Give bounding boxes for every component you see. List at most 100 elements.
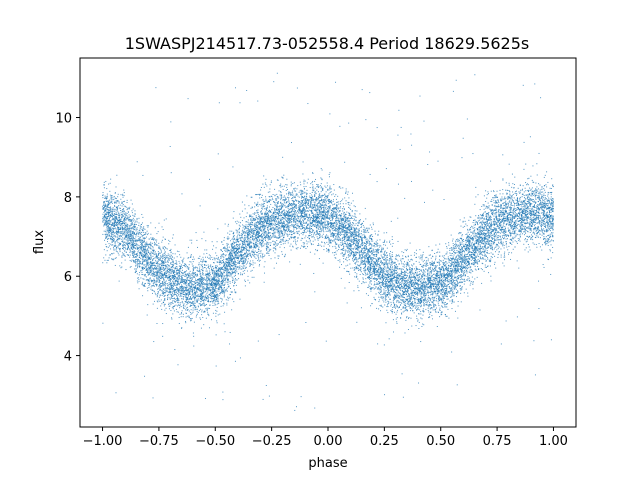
scatter-point xyxy=(314,231,316,233)
scatter-point xyxy=(333,184,335,186)
scatter-point xyxy=(463,265,465,267)
scatter-point xyxy=(361,243,363,245)
scatter-point xyxy=(154,282,156,284)
scatter-point xyxy=(174,267,176,269)
scatter-point xyxy=(373,249,375,251)
scatter-point xyxy=(481,222,483,224)
scatter-point xyxy=(346,234,348,236)
scatter-point xyxy=(331,232,333,234)
scatter-point xyxy=(245,224,247,226)
scatter-point xyxy=(185,280,187,282)
scatter-point xyxy=(140,261,142,263)
scatter-point xyxy=(532,165,534,167)
scatter-point xyxy=(221,255,223,257)
scatter-point xyxy=(299,209,301,211)
scatter-point xyxy=(263,228,265,230)
scatter-point xyxy=(467,236,469,237)
scatter-point xyxy=(278,214,280,216)
scatter-point xyxy=(270,244,272,246)
scatter-point xyxy=(326,189,328,191)
scatter-point xyxy=(533,340,535,342)
scatter-point xyxy=(383,262,385,264)
scatter-point xyxy=(286,223,288,225)
scatter-point xyxy=(287,240,289,242)
scatter-point xyxy=(365,264,367,266)
scatter-point xyxy=(328,239,330,241)
scatter-point xyxy=(164,309,166,311)
scatter-point xyxy=(527,243,529,245)
scatter-point xyxy=(110,226,112,228)
scatter-point xyxy=(496,218,498,220)
scatter-point xyxy=(124,244,126,246)
scatter-point xyxy=(496,224,498,226)
scatter-point xyxy=(171,277,173,279)
scatter-point xyxy=(326,197,328,199)
scatter-point xyxy=(147,274,149,276)
scatter-point xyxy=(106,221,108,223)
scatter-point xyxy=(177,299,179,301)
scatter-point xyxy=(546,220,548,222)
scatter-point xyxy=(391,267,393,269)
scatter-point xyxy=(526,214,528,216)
scatter-point xyxy=(218,295,220,296)
scatter-point xyxy=(402,278,404,280)
scatter-point xyxy=(121,256,123,258)
scatter-point xyxy=(253,238,255,240)
scatter-point xyxy=(416,287,418,289)
scatter-point xyxy=(373,261,375,263)
scatter-point xyxy=(240,216,242,218)
scatter-point xyxy=(155,283,157,285)
scatter-point xyxy=(364,259,366,261)
scatter-point xyxy=(232,265,234,267)
scatter-point xyxy=(243,261,245,263)
scatter-point xyxy=(338,236,340,238)
scatter-point xyxy=(354,206,356,208)
scatter-point xyxy=(214,259,216,261)
scatter-point xyxy=(529,229,531,231)
scatter-point xyxy=(481,262,483,264)
scatter-point xyxy=(320,177,322,179)
scatter-point xyxy=(520,209,522,211)
scatter-point xyxy=(510,207,512,209)
scatter-point xyxy=(213,262,215,264)
scatter-point xyxy=(237,241,239,243)
scatter-point xyxy=(469,266,471,268)
scatter-point xyxy=(255,254,257,256)
scatter-point xyxy=(188,293,190,295)
scatter-point xyxy=(299,263,301,265)
scatter-point xyxy=(457,301,459,303)
scatter-point xyxy=(172,237,174,239)
scatter-point xyxy=(253,230,255,232)
scatter-point xyxy=(300,200,302,202)
scatter-point xyxy=(317,202,319,204)
scatter-point xyxy=(322,233,324,235)
scatter-point xyxy=(223,287,225,289)
scatter-point xyxy=(374,262,376,264)
scatter-point xyxy=(363,266,365,268)
scatter-point xyxy=(138,238,140,240)
scatter-point xyxy=(382,247,384,249)
scatter-point xyxy=(260,223,262,225)
scatter-point xyxy=(344,221,346,223)
scatter-point xyxy=(418,382,420,384)
scatter-point xyxy=(504,213,506,215)
scatter-point xyxy=(276,244,278,246)
scatter-point xyxy=(368,240,370,242)
scatter-point xyxy=(524,249,526,251)
scatter-point xyxy=(179,289,181,291)
scatter-point xyxy=(354,224,356,226)
scatter-point xyxy=(265,243,267,245)
scatter-point xyxy=(351,241,353,243)
scatter-point xyxy=(230,243,232,245)
scatter-point xyxy=(345,229,347,231)
scatter-point xyxy=(495,267,497,269)
scatter-point xyxy=(278,225,280,227)
scatter-point xyxy=(278,234,280,236)
scatter-point xyxy=(351,226,353,228)
scatter-point xyxy=(370,268,372,270)
scatter-point xyxy=(482,239,484,241)
scatter-point xyxy=(267,215,269,217)
scatter-point xyxy=(414,287,416,289)
scatter-point xyxy=(361,238,363,240)
scatter-point xyxy=(478,251,480,253)
